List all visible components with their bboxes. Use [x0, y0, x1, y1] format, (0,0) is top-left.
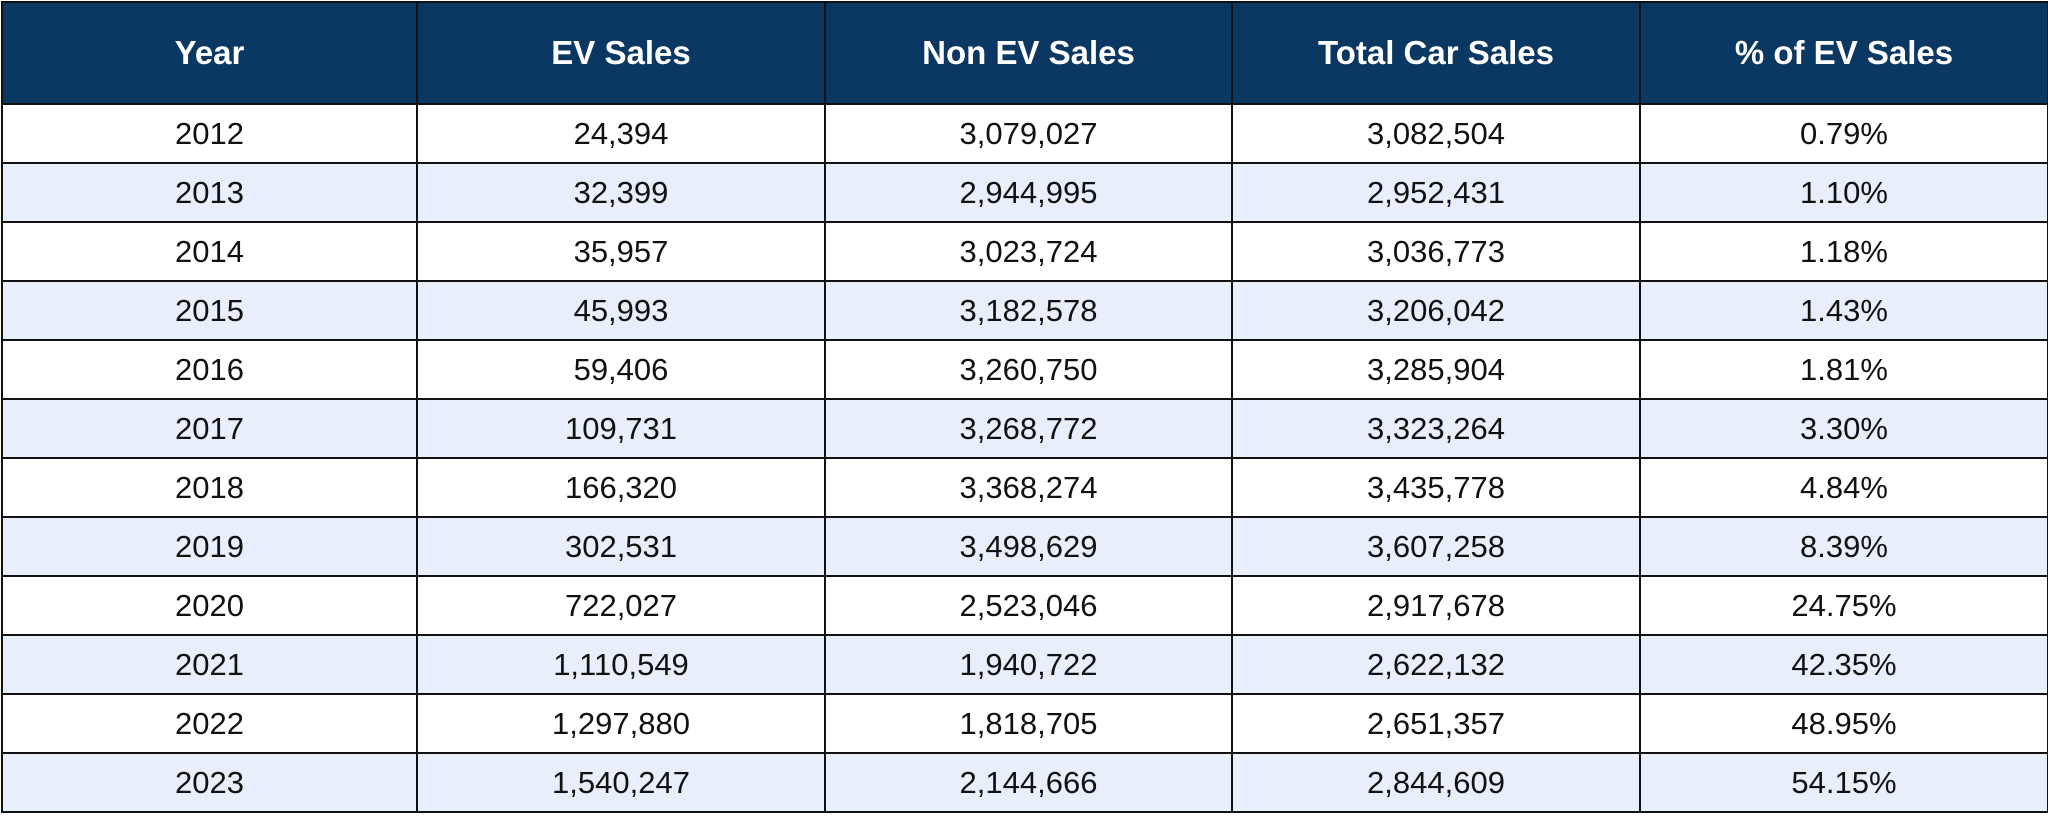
table-cell: 42.35%	[1639, 634, 2048, 695]
table-cell: 3,607,258	[1231, 516, 1641, 577]
table-cell: 2023	[1, 752, 418, 813]
table-cell: 54.15%	[1639, 752, 2048, 813]
column-header: Year	[1, 1, 418, 105]
table-cell: 2018	[1, 457, 418, 518]
table-cell: 3,435,778	[1231, 457, 1641, 518]
header-row: Year EV Sales Non EV Sales Total Car Sales%…	[1, 1, 2048, 105]
table-row: 2020 722,027 2,523,046 2,917,678 24.75%	[1, 575, 2048, 636]
table-cell: 0.79%	[1639, 103, 2048, 164]
table-cell: 2016	[1, 339, 418, 400]
column-header: EV Sales	[416, 1, 826, 105]
table-header: Year EV Sales Non EV Sales Total Car Sales%…	[1, 1, 2048, 105]
table-row: 2022 1,297,880 1,818,705 2,651,357 48.95%	[1, 693, 2048, 754]
table-cell: 1,818,705	[824, 693, 1233, 754]
table-cell: 2019	[1, 516, 418, 577]
table-cell: 2,651,357	[1231, 693, 1641, 754]
table-cell: 59,406	[416, 339, 826, 400]
table-cell: 1,940,722	[824, 634, 1233, 695]
table-cell: 2014	[1, 221, 418, 282]
table-cell: 3,498,629	[824, 516, 1233, 577]
table-row: 2021 1,110,549 1,940,722 2,622,132 42.35%	[1, 634, 2048, 695]
table-cell: 2022	[1, 693, 418, 754]
table-row: 2016 59,406 3,260,750 3,285,904 1.81%	[1, 339, 2048, 400]
table-cell: 2,917,678	[1231, 575, 1641, 636]
table-cell: 1,297,880	[416, 693, 826, 754]
table-cell: 2,844,609	[1231, 752, 1641, 813]
table-cell: 3,206,042	[1231, 280, 1641, 341]
table-row: 2023 1,540,247 2,144,666 2,844,609 54.15%	[1, 752, 2048, 813]
table-cell: 1.43%	[1639, 280, 2048, 341]
table-row: 2013 32,399 2,944,995 2,952,431 1.10%	[1, 162, 2048, 223]
table-cell: 3,260,750	[824, 339, 1233, 400]
table-cell: 302,531	[416, 516, 826, 577]
table-cell: 2,952,431	[1231, 162, 1641, 223]
table-cell: 2021	[1, 634, 418, 695]
table-cell: 1.18%	[1639, 221, 2048, 282]
column-header: Total Car Sales	[1231, 1, 1641, 105]
table-row: 2012 24,394 3,079,027 3,082,504 0.79%	[1, 103, 2048, 164]
table-cell: 1.10%	[1639, 162, 2048, 223]
table-row: 2018 166,320 3,368,274 3,435,778 4.84%	[1, 457, 2048, 518]
table-cell: 2020	[1, 575, 418, 636]
table-cell: 1.81%	[1639, 339, 2048, 400]
column-header: Non EV Sales	[824, 1, 1233, 105]
table-cell: 109,731	[416, 398, 826, 459]
table-cell: 3,368,274	[824, 457, 1233, 518]
table-cell: 3,268,772	[824, 398, 1233, 459]
table-row: 2014 35,957 3,023,724 3,036,773 1.18%	[1, 221, 2048, 282]
table-body: 2012 24,394 3,079,027 3,082,504 0.79% 2013 32,…	[1, 103, 2048, 813]
table-cell: 166,320	[416, 457, 826, 518]
table-cell: 2017	[1, 398, 418, 459]
table-cell: 32,399	[416, 162, 826, 223]
table-cell: 3,323,264	[1231, 398, 1641, 459]
table-cell: 48.95%	[1639, 693, 2048, 754]
table-cell: 1,110,549	[416, 634, 826, 695]
table-cell: 3.30%	[1639, 398, 2048, 459]
column-header: % of EV Sales	[1639, 1, 2048, 105]
table-cell: 3,285,904	[1231, 339, 1641, 400]
table-cell: 2012	[1, 103, 418, 164]
table-row: 2019 302,531 3,498,629 3,607,258 8.39%	[1, 516, 2048, 577]
table-cell: 2,523,046	[824, 575, 1233, 636]
table-row: 2017 109,731 3,268,772 3,323,264 3.30%	[1, 398, 2048, 459]
table-cell: 2015	[1, 280, 418, 341]
table-cell: 8.39%	[1639, 516, 2048, 577]
table-cell: 3,079,027	[824, 103, 1233, 164]
table-cell: 2,144,666	[824, 752, 1233, 813]
table-cell: 4.84%	[1639, 457, 2048, 518]
table-cell: 3,036,773	[1231, 221, 1641, 282]
table-cell: 3,182,578	[824, 280, 1233, 341]
table-cell: 722,027	[416, 575, 826, 636]
table-cell: 1,540,247	[416, 752, 826, 813]
table-cell: 2,622,132	[1231, 634, 1641, 695]
table-cell: 45,993	[416, 280, 826, 341]
table-cell: 2,944,995	[824, 162, 1233, 223]
table-cell: 35,957	[416, 221, 826, 282]
table-cell: 24.75%	[1639, 575, 2048, 636]
table-cell: 3,082,504	[1231, 103, 1641, 164]
table-row: 2015 45,993 3,182,578 3,206,042 1.43%	[1, 280, 2048, 341]
table-cell: 24,394	[416, 103, 826, 164]
table-cell: 3,023,724	[824, 221, 1233, 282]
table-cell: 2013	[1, 162, 418, 223]
